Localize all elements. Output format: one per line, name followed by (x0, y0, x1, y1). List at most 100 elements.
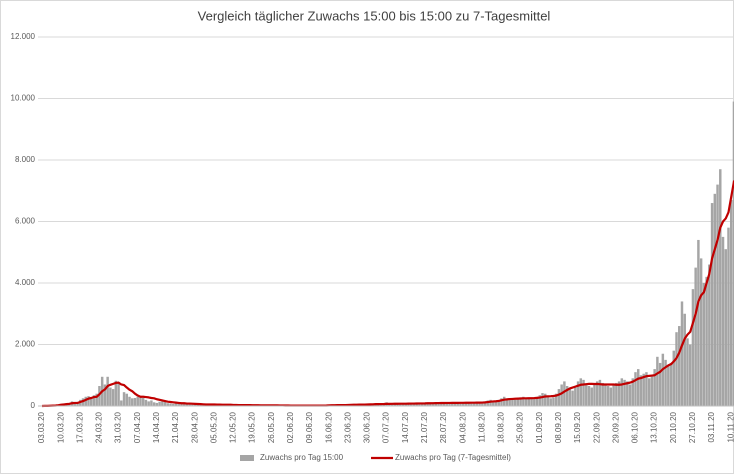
x-tick-label: 07.04.20 (133, 411, 142, 443)
bar (623, 379, 626, 406)
bar (379, 404, 383, 406)
y-tick-label: 10.000 (11, 94, 36, 103)
bar (89, 397, 93, 406)
bar (437, 403, 440, 406)
x-tick-label: 13.10.20 (650, 411, 659, 443)
y-tick-label: 6.000 (15, 217, 36, 226)
bar (656, 356, 659, 406)
x-tick-label: 07.07.20 (382, 411, 391, 443)
bar (563, 381, 566, 406)
bar (716, 184, 719, 406)
bar (147, 401, 150, 406)
bar (180, 403, 183, 406)
axes: 0 2.000 4.000 6.000 8.000 10.000 12.000 03.03.2… (11, 32, 734, 462)
bar (76, 402, 79, 406)
legend-item: Zuwachs pro Tag (7-Tagesmittel) (371, 453, 511, 462)
bar (464, 402, 468, 406)
bar (571, 390, 574, 406)
x-tick-label: 21.07.20 (420, 411, 429, 443)
bar (593, 384, 596, 406)
bar (699, 258, 703, 406)
bar (442, 402, 446, 406)
bar (579, 378, 583, 406)
bar (724, 249, 727, 406)
bar (505, 399, 509, 406)
bar (708, 264, 711, 406)
x-tick-label: 29.09.20 (611, 411, 620, 443)
x-tick-label: 27.10.20 (688, 411, 697, 443)
legend-item: Zuwachs pro Tag 15:00 (240, 453, 344, 462)
x-tick-label: 12.05.20 (229, 411, 238, 443)
bar (634, 372, 637, 406)
bar (483, 401, 487, 406)
bar (727, 227, 730, 406)
line (41, 179, 734, 408)
x-tick-label: 15.09.20 (573, 411, 582, 443)
bar (541, 393, 544, 406)
bar (84, 396, 87, 406)
bar (461, 402, 465, 406)
bar (732, 101, 734, 406)
x-tick-label: 26.05.20 (267, 411, 276, 443)
bar (672, 350, 676, 406)
bar (494, 401, 498, 406)
bar (111, 389, 115, 406)
bar (161, 401, 164, 406)
bar (497, 399, 500, 406)
bar (174, 402, 178, 406)
bar (574, 387, 577, 406)
x-tick-label: 14.07.20 (401, 411, 410, 443)
y-tick-label: 12.000 (11, 32, 36, 41)
x-tick-label: 31.03.20 (114, 411, 123, 443)
bar (642, 373, 645, 406)
bar (453, 402, 457, 406)
bar (645, 372, 648, 406)
bar (467, 402, 470, 406)
bar (691, 289, 695, 406)
bar (478, 402, 481, 406)
bar (492, 401, 495, 406)
bar (601, 382, 604, 406)
bar (396, 404, 399, 406)
y-tick-label: 4.000 (15, 278, 36, 287)
x-tick-label: 08.09.20 (554, 411, 563, 443)
bar (609, 387, 613, 406)
bar (664, 359, 667, 406)
bar (103, 384, 107, 406)
plot (41, 101, 734, 408)
x-tick-label: 09.06.20 (305, 411, 314, 443)
bar (560, 384, 563, 406)
x-tick-label: 19.05.20 (248, 411, 257, 443)
bar (636, 369, 640, 406)
bar (675, 332, 678, 406)
bar (617, 381, 621, 406)
bar (661, 353, 665, 406)
bar (377, 404, 380, 406)
bar (136, 396, 139, 406)
bar (658, 362, 662, 406)
bar (423, 402, 427, 406)
x-tick-label: 24.03.20 (95, 411, 104, 443)
bar (117, 382, 120, 406)
bar (686, 338, 689, 406)
x-tick-label: 03.11.20 (707, 411, 716, 442)
bar (133, 398, 137, 406)
bar (451, 402, 454, 406)
bar (481, 402, 484, 406)
bar (595, 381, 599, 406)
bar (552, 397, 555, 406)
bar (527, 397, 531, 406)
bar (434, 403, 438, 406)
bar (669, 362, 673, 406)
x-tick-label: 28.07.20 (439, 411, 448, 443)
x-tick-label: 22.09.20 (592, 411, 601, 443)
bar (702, 283, 706, 406)
y-tick-label: 8.000 (15, 155, 36, 164)
bar (131, 398, 134, 406)
bar (688, 344, 692, 406)
x-tick-label: 10.11.20 (726, 411, 734, 442)
bar (549, 398, 552, 406)
x-tick-label: 17.03.20 (75, 411, 84, 443)
legend-swatch (240, 455, 254, 461)
